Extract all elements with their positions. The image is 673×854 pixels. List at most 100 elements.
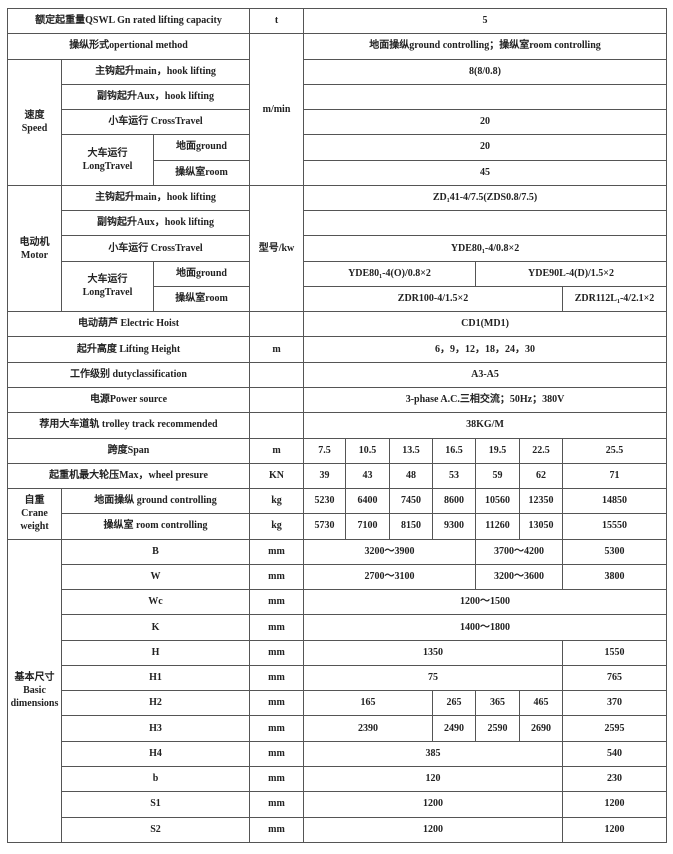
motor-long-room-value: ZDR100-4/1.5×2 [303,285,563,313]
weight-group-en: Crane weight [20,508,49,533]
weight-room-value: 7100 [345,513,390,540]
duty-label: 工作级别 dutyclassification [7,361,250,388]
dim-label: H [61,639,250,666]
motor-long-en: LongTravel [82,287,133,299]
row-operation: 操纵形式opertional method m/min 地面操纵ground c… [7,33,668,186]
row-dim-B: 基本尺寸 Basic dimensions B mm 3200～3900 3700… [7,538,668,843]
dim-value: 2700～3100 [303,563,476,591]
dim-unit: mm [249,740,304,767]
span-label: 跨度Span [7,437,250,464]
speed-group: 速度 Speed [7,58,62,186]
dim-unit: mm [249,664,304,692]
speed-long-en: LongTravel [82,161,133,173]
motor-long-ground-value: YDE80₁-4(O)/0.8×2 [303,260,476,287]
speed-group-en: Speed [21,123,48,135]
row-speed-aux-hook: 副钩起升Aux，hook lifting [8,83,668,111]
dim-value: 3800 [561,563,668,591]
dim-value: 265 [432,690,476,717]
dim-value: 5300 [561,538,668,565]
motor-cross-value: YDE80₁-4/0.8×2 [302,235,668,262]
dim-label: B [61,538,250,565]
dim-unit: mm [249,765,304,793]
motor-long-label: 大车运行 LongTravel [61,260,154,313]
dim-value: 2690 [519,715,563,742]
span-value: 13.5 [389,437,433,464]
dim-value: 1200 [303,791,563,818]
dim-value: 1400～1800 [302,614,668,641]
wheel-pressure-value: 59 [475,462,520,490]
weight-ground-label: 地面操纵 ground controlling [61,488,250,515]
weight-room-unit: kg [249,513,304,540]
dim-value: 75 [303,664,563,692]
row-track: 荐用大车道轨 trolley track recommended 38KG/M [7,412,668,439]
dim-unit: mm [249,690,304,717]
dimensions-group-en: Basic dimensions [10,685,59,710]
capacity-unit: t [249,7,304,35]
row-weight-room: 操纵室 room controlling kg 5730 7100 8150 9… [8,513,668,540]
row-dim-H3: H3 mm 2390 2490 2590 2690 2595 [8,715,668,742]
weight-room-label: 操纵室 room controlling [61,513,250,540]
motor-main-hook-label: 主钩起升main，hook lifting [61,184,250,212]
motor-unit: 型号/kw [249,184,304,313]
row-motor-main-hook: 电动机 Motor 主钩起升main，hook lifting 型号/kw ZD₁… [7,184,668,313]
span-value: 16.5 [432,437,476,464]
wheel-pressure-value: 62 [519,462,563,490]
span-value: 7.5 [303,437,346,464]
row-speed-cross: 小车运行 CrossTravel 20 [8,109,668,136]
capacity-label: 额定起重量QSWL Gn rated lifting capacity [7,7,250,35]
dimensions-group-cn: 基本尺寸 [14,672,55,684]
lifting-height-value: 6，9，12，18，24，30 [302,336,668,363]
dim-value: 370 [561,690,668,717]
motor-group-cn: 电动机 [19,236,50,248]
row-speed-main-hook: 速度 Speed 主钩起升main，hook lifting 8(8/0.8) [7,58,668,186]
speed-unit: m/min [249,33,304,186]
speed-long-room-value: 45 [302,159,668,186]
speed-long-ground-label: 地面ground [153,134,250,161]
operation-value: 地面操纵ground controlling；操纵室room controlli… [302,33,668,60]
duty-value: A3-A5 [302,361,668,388]
weight-room-value: 9300 [432,513,476,540]
dim-label: H4 [61,740,250,767]
speed-main-hook-label: 主钩起升main，hook lifting [61,58,250,85]
speed-group-cn: 速度 [24,110,45,122]
dim-value: 365 [475,690,520,717]
dim-value: 3700～4200 [475,538,563,565]
weight-ground-unit: kg [249,488,304,515]
weight-ground-value: 7450 [389,488,433,515]
dim-label: K [61,614,250,641]
row-dim-H4: H4 mm 385 540 [8,740,668,767]
track-value: 38KG/M [302,412,668,439]
dim-value: 540 [561,740,668,767]
row-dim-W: W mm 2700～3100 3200～3600 3800 [8,563,668,591]
motor-long-room-value: ZDR112L₁-4/2.1×2 [561,285,668,313]
row-lifting-height: 起升高度 Lifting Height m 6，9，12，18，24，30 [7,336,668,363]
row-dim-H2: H2 mm 165 265 365 465 370 [8,690,668,717]
weight-ground-value: 12350 [519,488,563,515]
track-label: 荐用大车道轨 trolley track recommended [7,412,250,439]
crane-spec-table: 额定起重量QSWL Gn rated lifting capacity t 5 … [7,7,668,843]
dim-label: H1 [61,664,250,692]
dim-unit: mm [249,816,304,843]
speed-cross-label: 小车运行 CrossTravel [61,109,250,136]
motor-main-hook-value: ZD₁41-4/7.5(ZDS0.8/7.5) [302,184,668,212]
dim-value: 230 [561,765,668,793]
dim-label: S2 [61,816,250,843]
span-value: 10.5 [345,437,390,464]
weight-room-value: 15550 [561,513,668,540]
dimensions-group: 基本尺寸 Basic dimensions [7,538,62,843]
dim-label: S1 [61,791,250,818]
weight-room-value: 13050 [519,513,563,540]
duty-unit [249,361,304,388]
lifting-height-unit: m [249,336,304,363]
power-unit [249,386,304,414]
wheel-pressure-value: 71 [561,462,668,490]
span-value: 25.5 [561,437,668,464]
dim-label: Wc [61,589,250,616]
dim-unit: mm [249,614,304,641]
dim-value: 1200～1500 [302,589,668,616]
hoist-value: CD1(MD1) [302,311,668,338]
dim-label: b [61,765,250,793]
row-hoist: 电动葫芦 Electric Hoist CD1(MD1) [7,311,668,338]
dim-value: 1200 [303,816,563,843]
motor-aux-hook-value [302,210,668,237]
